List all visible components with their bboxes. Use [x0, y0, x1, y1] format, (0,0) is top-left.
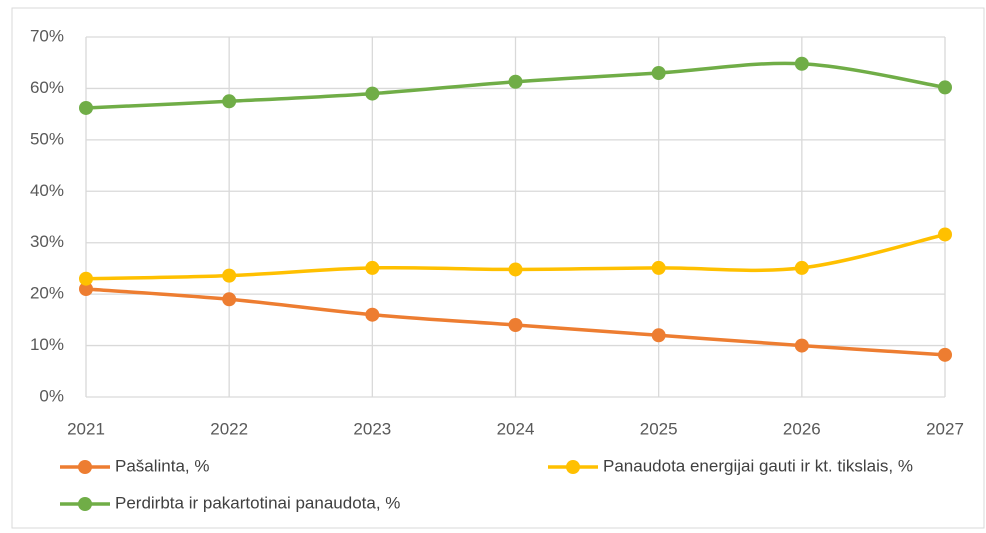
legend-label: Pašalinta, %: [115, 456, 210, 475]
legend-label: Panaudota energijai gauti ir kt. tikslai…: [603, 456, 913, 475]
x-tick-label: 2021: [67, 419, 105, 438]
x-tick-label: 2026: [783, 419, 821, 438]
legend-marker: [566, 460, 580, 474]
legend: Pašalinta, % Panaudota energijai gauti ir…: [60, 456, 913, 512]
point: [794, 260, 809, 275]
y-tick-label: 40%: [30, 181, 64, 200]
plot: [79, 56, 952, 362]
y-tick-label: 20%: [30, 284, 64, 303]
point: [508, 262, 523, 277]
point: [794, 338, 809, 353]
x-tick-label: 2025: [640, 419, 678, 438]
legend-marker: [78, 460, 92, 474]
point: [508, 74, 523, 89]
point: [651, 260, 666, 275]
y-tick-label: 70%: [30, 26, 64, 45]
point: [222, 292, 237, 307]
point: [938, 227, 952, 242]
y-tick-label: 50%: [30, 129, 64, 148]
y-tick-label: 60%: [30, 78, 64, 97]
x-tick-label: 2027: [926, 419, 964, 438]
y-tick-label: 10%: [30, 335, 64, 354]
point: [651, 328, 666, 343]
legend-label: Perdirbta ir pakartotinai panaudota, %: [115, 493, 400, 512]
legend-marker: [78, 497, 92, 511]
x-tick-label: 2024: [497, 419, 535, 438]
y-tick-label: 0%: [39, 386, 64, 405]
point: [365, 86, 380, 101]
point: [222, 268, 237, 283]
point: [508, 318, 523, 332]
grid: 0% 10% 20% 30% 40% 50% 60% 70% 2021 2022 2023 2024 2…: [30, 26, 964, 438]
x-tick-label: 2023: [353, 419, 391, 438]
point: [365, 260, 380, 275]
point: [938, 347, 952, 362]
x-tick-label: 2022: [210, 419, 248, 438]
point: [365, 307, 380, 322]
point: [794, 56, 809, 71]
point: [79, 100, 93, 115]
point: [79, 282, 93, 296]
point: [651, 66, 666, 80]
y-tick-label: 30%: [30, 232, 64, 251]
point: [222, 94, 237, 109]
point: [79, 271, 93, 286]
point: [938, 80, 952, 95]
